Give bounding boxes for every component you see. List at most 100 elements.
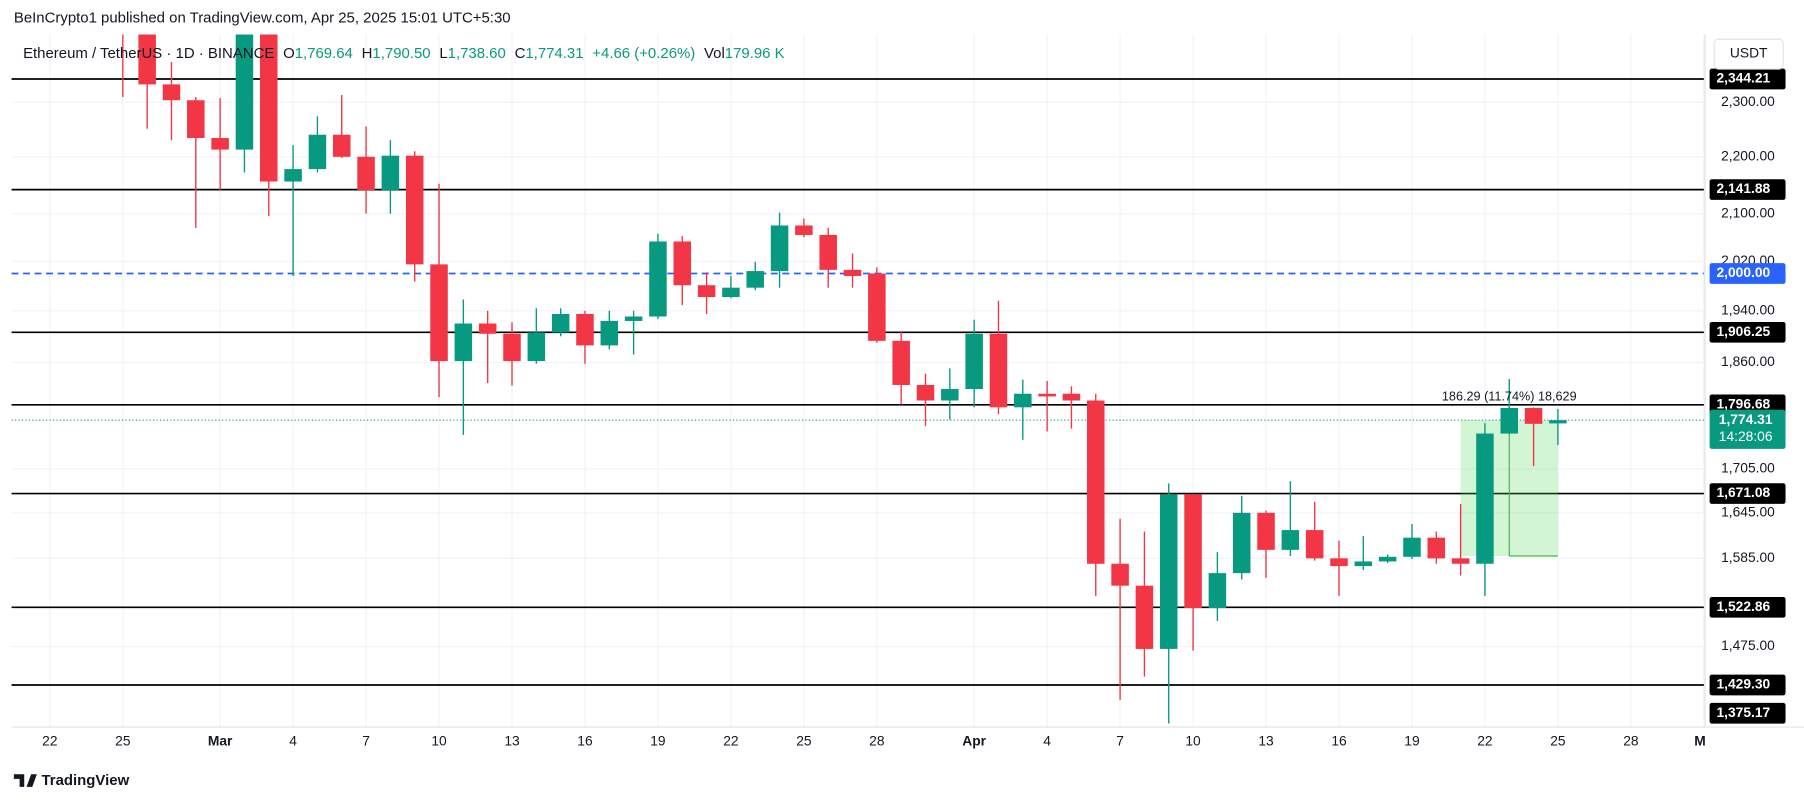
y-tick-label: 1,940.00 bbox=[1721, 302, 1775, 317]
candle-body bbox=[576, 313, 594, 346]
currency-button-box[interactable] bbox=[1713, 38, 1784, 70]
x-tick-label: 22 bbox=[1477, 734, 1492, 749]
x-tick-label: 16 bbox=[577, 734, 593, 749]
candle-body bbox=[187, 100, 205, 139]
y-tick-label: 1,585.00 bbox=[1721, 550, 1775, 565]
level-label: 2,141.88 bbox=[1717, 181, 1771, 196]
candle-body bbox=[332, 134, 351, 157]
x-tick-label: Apr bbox=[962, 734, 986, 749]
change: +4.66 (+0.26%) bbox=[592, 45, 695, 62]
x-tick-label: 4 bbox=[1043, 734, 1051, 749]
x-tick-label: 7 bbox=[1116, 734, 1124, 749]
candle-body bbox=[624, 316, 643, 321]
candle-body bbox=[673, 241, 692, 286]
candle-body bbox=[1232, 512, 1251, 574]
ohlc-key: O bbox=[283, 45, 295, 62]
ohlc-value: 1,769.64 bbox=[295, 45, 353, 62]
candle-body bbox=[1451, 558, 1470, 564]
level-label: 1,906.25 bbox=[1717, 324, 1771, 339]
level-label: 2,344.21 bbox=[1717, 71, 1771, 86]
candle-body bbox=[1014, 393, 1032, 408]
x-tick-label: 25 bbox=[115, 734, 131, 749]
y-tick-label: 2,300.00 bbox=[1721, 94, 1775, 109]
candle-body bbox=[1135, 585, 1154, 649]
x-tick-label: 19 bbox=[1404, 734, 1420, 749]
level-label: 1,375.17 bbox=[1717, 705, 1771, 720]
level-label: 1,522.86 bbox=[1717, 599, 1771, 614]
candle-body bbox=[697, 285, 716, 298]
candle-body bbox=[746, 271, 764, 288]
candle-body bbox=[1500, 408, 1519, 434]
candle-body bbox=[527, 332, 546, 362]
candle-body bbox=[722, 287, 740, 298]
y-tick-label: 1,860.00 bbox=[1721, 354, 1775, 369]
candle-body bbox=[211, 138, 229, 150]
level-label: 1,796.68 bbox=[1717, 396, 1771, 411]
y-tick-label: 2,200.00 bbox=[1721, 148, 1775, 163]
x-tick-label: 10 bbox=[431, 734, 447, 749]
candle-body bbox=[600, 320, 619, 346]
x-tick-label: 28 bbox=[869, 734, 885, 749]
last-price-label: 1,774.31 bbox=[1719, 412, 1773, 427]
candle-body bbox=[1403, 537, 1421, 557]
candle-body bbox=[162, 84, 181, 101]
currency-button[interactable]: USDT bbox=[1713, 38, 1784, 70]
highlight-level-box bbox=[1709, 263, 1786, 284]
x-tick-label: 13 bbox=[504, 734, 520, 749]
candle-body bbox=[503, 333, 521, 362]
x-tick-label: Mar bbox=[208, 734, 233, 749]
candle-body bbox=[649, 241, 667, 317]
y-tick-label: 1,475.00 bbox=[1721, 638, 1775, 653]
candle-body bbox=[916, 384, 935, 401]
candle-body bbox=[1062, 393, 1081, 401]
candle-body bbox=[868, 273, 886, 341]
measure-label: 186.29 (11.74%) 18,629 bbox=[1442, 389, 1577, 403]
candle-body bbox=[284, 169, 302, 182]
candle-body bbox=[819, 234, 837, 270]
symbol: Ethereum / TetherUS · 1D · BINANCE bbox=[23, 45, 274, 62]
x-tick-label: 13 bbox=[1258, 734, 1274, 749]
candle-body bbox=[357, 156, 375, 191]
currency[interactable]: USDT bbox=[1730, 46, 1768, 61]
candle-body bbox=[843, 269, 862, 276]
legend: Ethereum / TetherUS · 1D · BINANCE O1,76… bbox=[23, 45, 785, 62]
candle-body bbox=[1305, 530, 1324, 559]
candle-body bbox=[1111, 563, 1129, 586]
candle-body bbox=[1281, 530, 1300, 550]
x-tick-label: 4 bbox=[289, 734, 297, 749]
candle-body bbox=[1159, 494, 1178, 649]
candle-body bbox=[430, 264, 448, 362]
candle-body bbox=[1208, 573, 1227, 609]
ohlc-key: L bbox=[439, 45, 447, 62]
candle-body bbox=[308, 134, 327, 170]
x-tick-label: 10 bbox=[1185, 734, 1201, 749]
candle-body bbox=[1378, 556, 1397, 562]
candle-body bbox=[260, 34, 278, 182]
candle-body bbox=[941, 389, 959, 401]
x-tick-label: 19 bbox=[650, 734, 666, 749]
x-tick-label: 22 bbox=[723, 734, 738, 749]
candle-body bbox=[1257, 512, 1275, 550]
level-label: 1,671.08 bbox=[1717, 485, 1771, 500]
brand-name: TradingView bbox=[41, 772, 129, 789]
y-tick-label: 2,100.00 bbox=[1721, 205, 1775, 220]
volume: 179.96 K bbox=[725, 45, 785, 62]
candle-body bbox=[405, 155, 424, 265]
x-tick-label: 25 bbox=[1550, 734, 1566, 749]
volume-key: Vol bbox=[704, 45, 725, 62]
x-tick-label: 25 bbox=[796, 734, 812, 749]
candle-body bbox=[770, 225, 789, 272]
last-price-box bbox=[1709, 409, 1786, 449]
candle-body bbox=[1427, 537, 1446, 559]
ohlc-key: C bbox=[515, 45, 526, 62]
level-label-box bbox=[1709, 674, 1786, 696]
level-label-box bbox=[1709, 483, 1786, 504]
candle-body bbox=[1330, 558, 1348, 567]
candle-body bbox=[235, 34, 254, 150]
ohlc-value: 1,738.60 bbox=[448, 45, 506, 62]
ohlc-value: 1,790.50 bbox=[372, 45, 430, 62]
candle-body bbox=[965, 333, 983, 390]
